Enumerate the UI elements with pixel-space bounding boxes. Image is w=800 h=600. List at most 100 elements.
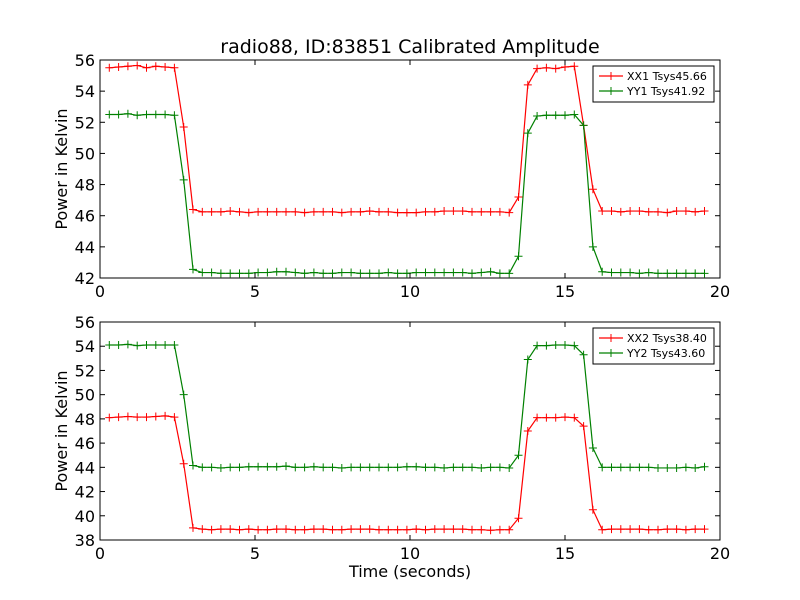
- data-point: [412, 462, 421, 471]
- x-tick-label: 15: [555, 544, 575, 563]
- y-tick-label: 42: [75, 483, 95, 502]
- data-point: [449, 268, 458, 277]
- data-point: [588, 443, 597, 452]
- legend-label: YY2 Tsys43.60: [626, 347, 705, 360]
- y-tick-label: 54: [75, 82, 95, 101]
- data-point: [226, 525, 235, 534]
- data-point: [216, 207, 225, 216]
- data-point: [570, 62, 579, 71]
- data-point: [579, 121, 588, 130]
- data-point: [663, 269, 672, 278]
- data-point: [226, 207, 235, 216]
- data-point: [495, 207, 504, 216]
- x-tick-label: 20: [710, 282, 730, 301]
- data-point: [365, 207, 374, 216]
- data-point: [170, 341, 179, 350]
- data-point: [514, 193, 523, 202]
- data-point: [337, 463, 346, 472]
- data-point: [282, 525, 290, 534]
- data-point: [458, 463, 467, 472]
- data-point: [468, 269, 476, 278]
- x-tick-label: 5: [250, 282, 260, 301]
- data-point: [272, 267, 281, 276]
- data-point: [588, 242, 597, 251]
- data-point: [533, 112, 542, 121]
- data-point: [691, 269, 700, 278]
- y-tick-label: 50: [75, 144, 95, 163]
- data-point: [151, 110, 160, 119]
- data-point: [198, 268, 207, 277]
- x-tick-label: 0: [95, 282, 105, 301]
- data-point: [263, 525, 272, 534]
- legend-marker: [607, 72, 615, 80]
- data-point: [123, 62, 132, 71]
- data-point: [291, 525, 300, 534]
- x-tick-label: 5: [250, 544, 260, 563]
- data-point: [505, 525, 514, 534]
- data-point: [309, 207, 318, 216]
- data-point: [114, 63, 123, 72]
- data-point: [523, 427, 532, 435]
- data-point: [551, 341, 560, 350]
- data-point: [654, 463, 662, 472]
- y-axis-label: Power in Kelvin: [52, 108, 71, 229]
- data-point: [347, 268, 356, 277]
- data-point: [588, 505, 597, 514]
- data-point: [189, 205, 197, 214]
- data-point: [179, 122, 188, 131]
- data-point: [449, 207, 458, 216]
- bottom-panel: 0 5 10 15 20 38 40 42 44 46 48 50 52 54 56 Power in Kel…: [52, 313, 730, 581]
- data-point: [319, 525, 328, 534]
- data-point: [616, 268, 625, 277]
- data-point: [179, 459, 188, 468]
- data-point: [644, 207, 653, 216]
- data-point: [626, 268, 635, 277]
- data-point: [495, 525, 504, 534]
- data-point: [244, 462, 253, 471]
- data-point: [402, 462, 411, 471]
- legend-marker: [607, 334, 615, 342]
- data-point: [328, 269, 337, 278]
- legend: XX2 Tsys38.40 YY2 Tsys43.60: [592, 327, 715, 365]
- data-point: [235, 269, 244, 278]
- data-point: [663, 208, 672, 217]
- data-point: [486, 526, 495, 535]
- data-point: [495, 463, 504, 472]
- data-point: [151, 341, 160, 350]
- data-point: [142, 110, 151, 119]
- legend-marker: [607, 87, 615, 95]
- data-point: [579, 422, 588, 431]
- y-tick-label: 52: [75, 361, 95, 380]
- data-point: [272, 207, 281, 216]
- data-point: [189, 523, 197, 532]
- data-point: [440, 463, 449, 472]
- data-point: [523, 80, 532, 89]
- data-point: [142, 413, 151, 422]
- data-point: [542, 341, 551, 350]
- data-point: [384, 268, 393, 277]
- chart-title: radio88, ID:83851 Calibrated Amplitude: [220, 36, 599, 58]
- data-point: [133, 111, 142, 120]
- data-point: [598, 463, 607, 472]
- data-point: [235, 463, 244, 472]
- x-axis-label: Time (seconds): [348, 562, 471, 581]
- y-axis-label: Power in Kelvin: [52, 370, 71, 491]
- data-point: [477, 463, 486, 472]
- data-point: [561, 413, 569, 422]
- data-point: [161, 110, 170, 119]
- data-point: [570, 341, 579, 350]
- data-point: [616, 463, 625, 472]
- data-point: [607, 207, 616, 216]
- data-point: [337, 525, 346, 534]
- y-tick-label: 40: [75, 507, 95, 526]
- legend-label: XX1 Tsys45.66: [627, 70, 707, 83]
- data-point: [179, 175, 188, 184]
- data-point: [514, 451, 523, 460]
- data-point: [263, 268, 272, 277]
- data-point: [244, 269, 253, 278]
- data-point: [272, 462, 281, 471]
- data-point: [468, 207, 476, 216]
- data-point: [523, 355, 532, 364]
- legend-marker: [607, 349, 615, 357]
